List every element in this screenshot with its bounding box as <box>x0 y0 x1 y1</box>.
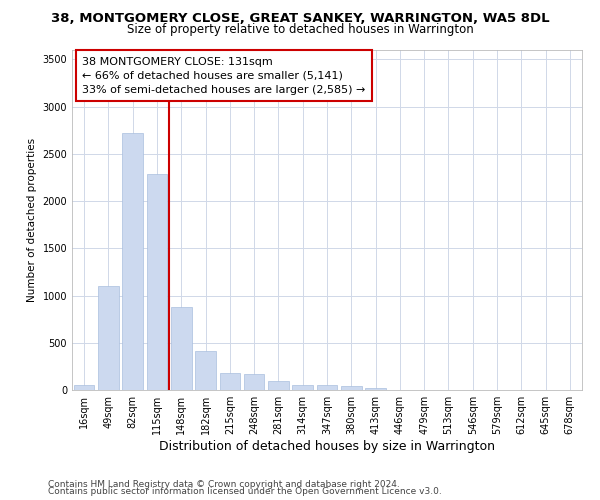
Bar <box>98 286 119 390</box>
Bar <box>292 385 313 390</box>
Bar <box>365 388 386 390</box>
X-axis label: Distribution of detached houses by size in Warrington: Distribution of detached houses by size … <box>159 440 495 453</box>
Bar <box>171 307 191 390</box>
Bar <box>220 374 240 390</box>
Bar <box>268 381 289 390</box>
Bar <box>74 386 94 390</box>
Bar <box>146 174 167 390</box>
Text: Contains HM Land Registry data © Crown copyright and database right 2024.: Contains HM Land Registry data © Crown c… <box>48 480 400 489</box>
Bar <box>122 133 143 390</box>
Text: 38 MONTGOMERY CLOSE: 131sqm
← 66% of detached houses are smaller (5,141)
33% of : 38 MONTGOMERY CLOSE: 131sqm ← 66% of det… <box>82 57 365 95</box>
Bar <box>317 386 337 390</box>
Bar <box>195 351 216 390</box>
Text: Size of property relative to detached houses in Warrington: Size of property relative to detached ho… <box>127 22 473 36</box>
Y-axis label: Number of detached properties: Number of detached properties <box>27 138 37 302</box>
Text: 38, MONTGOMERY CLOSE, GREAT SANKEY, WARRINGTON, WA5 8DL: 38, MONTGOMERY CLOSE, GREAT SANKEY, WARR… <box>50 12 550 26</box>
Bar <box>341 386 362 390</box>
Text: Contains public sector information licensed under the Open Government Licence v3: Contains public sector information licen… <box>48 487 442 496</box>
Bar <box>244 374 265 390</box>
